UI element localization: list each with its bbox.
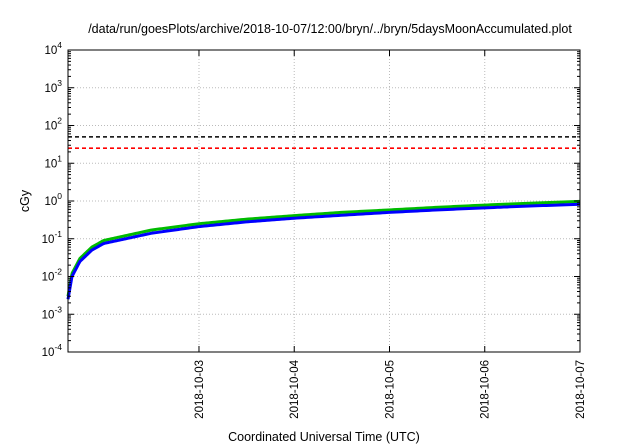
- y-tick-label: 103: [44, 78, 62, 95]
- series-line: [66, 202, 581, 301]
- y-tick-exponent: 4: [57, 40, 62, 50]
- y-tick-label: 10-3: [42, 304, 63, 321]
- y-tick-exponent: 1: [57, 153, 62, 163]
- chart-title: /data/run/goesPlots/archive/2018-10-07/1…: [88, 22, 572, 36]
- x-tick-label: 2018-10-06: [480, 360, 492, 419]
- y-tick-label: 100: [44, 191, 62, 208]
- y-tick-base: 10: [44, 83, 57, 95]
- y-tick-label: 10-4: [42, 342, 63, 359]
- y-tick-label: 101: [44, 153, 62, 170]
- x-tick-label: 2018-10-03: [194, 360, 206, 419]
- x-tick-label: 2018-10-04: [289, 359, 301, 418]
- y-tick-exponent: 0: [57, 191, 62, 201]
- x-tick-label: 2018-10-07: [575, 360, 587, 419]
- axis-ticks: [68, 49, 581, 353]
- y-tick-label: 102: [44, 116, 62, 133]
- y-tick-exponent: -2: [54, 267, 62, 277]
- y-tick-label: 10-1: [42, 229, 63, 246]
- y-tick-base: 10: [42, 309, 55, 321]
- y-tick-base: 10: [44, 158, 57, 170]
- y-tick-base: 10: [42, 347, 55, 359]
- x-axis-label: Coordinated Universal Time (UTC): [228, 430, 420, 444]
- y-tick-base: 10: [44, 121, 57, 133]
- y-tick-exponent: 2: [57, 116, 62, 126]
- series-line: [66, 199, 581, 298]
- y-tick-base: 10: [44, 196, 57, 208]
- y-tick-exponent: -3: [54, 304, 62, 314]
- y-tick-label: 10-2: [42, 267, 63, 284]
- series-layer: [66, 199, 581, 301]
- x-tick-label: 2018-10-05: [384, 360, 396, 419]
- y-tick-exponent: -1: [54, 229, 62, 239]
- y-axis-label: cGy: [18, 189, 32, 212]
- y-tick-base: 10: [44, 45, 57, 57]
- reference-lines: [68, 136, 580, 150]
- grid-lines: [68, 50, 581, 352]
- y-tick-base: 10: [42, 272, 55, 284]
- y-tick-label: 104: [44, 40, 62, 57]
- x-tick-labels: 2018-10-03 2018-10-04 2018-10-05 2018-10-06…: [194, 359, 587, 418]
- y-tick-base: 10: [42, 234, 55, 246]
- y-tick-exponent: -4: [54, 342, 62, 352]
- y-tick-exponent: 3: [57, 78, 62, 88]
